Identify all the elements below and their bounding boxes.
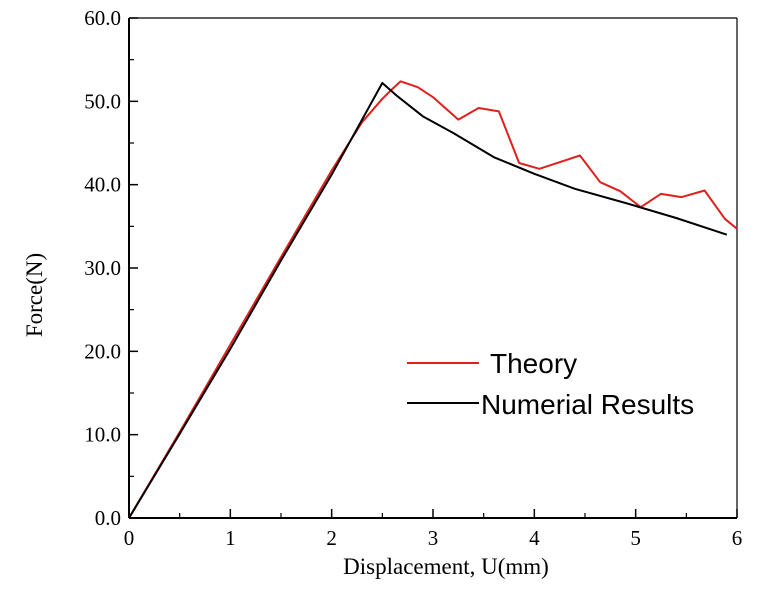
x-tick-label: 6 bbox=[732, 526, 743, 550]
y-tick-label: 10.0 bbox=[84, 423, 121, 447]
y-tick-label: 0.0 bbox=[95, 506, 121, 530]
y-tick-label: 20.0 bbox=[84, 339, 121, 363]
axes: 0 1 2 3 4 5 60.010.020.030.040.050.060.0 bbox=[84, 6, 742, 550]
x-tick-label: 4 bbox=[529, 526, 540, 550]
y-tick-label: 30.0 bbox=[84, 256, 121, 280]
x-tick-label: 1 bbox=[225, 526, 236, 550]
y-axis-title: Force(N) bbox=[22, 253, 47, 337]
y-tick-label: 40.0 bbox=[84, 173, 121, 197]
x-axis-title: Displacement, U(mm) bbox=[343, 554, 549, 579]
x-tick-label: 5 bbox=[630, 526, 641, 550]
x-tick-label: 3 bbox=[428, 526, 439, 550]
y-tick-label: 50.0 bbox=[84, 89, 121, 113]
series-line-0 bbox=[128, 80, 738, 519]
legend: Theory Numerial Results bbox=[407, 348, 694, 420]
legend-label-0: Theory bbox=[490, 348, 577, 379]
plot-series bbox=[128, 80, 738, 519]
axis-labels: Displacement, U(mm) Force(N) bbox=[22, 253, 549, 579]
x-tick-label: 2 bbox=[326, 526, 337, 550]
y-tick-label: 60.0 bbox=[84, 6, 121, 30]
x-tick-label: 0 bbox=[124, 526, 135, 550]
series-line-1 bbox=[128, 82, 728, 519]
legend-label-1: Numerial Results bbox=[481, 389, 694, 420]
